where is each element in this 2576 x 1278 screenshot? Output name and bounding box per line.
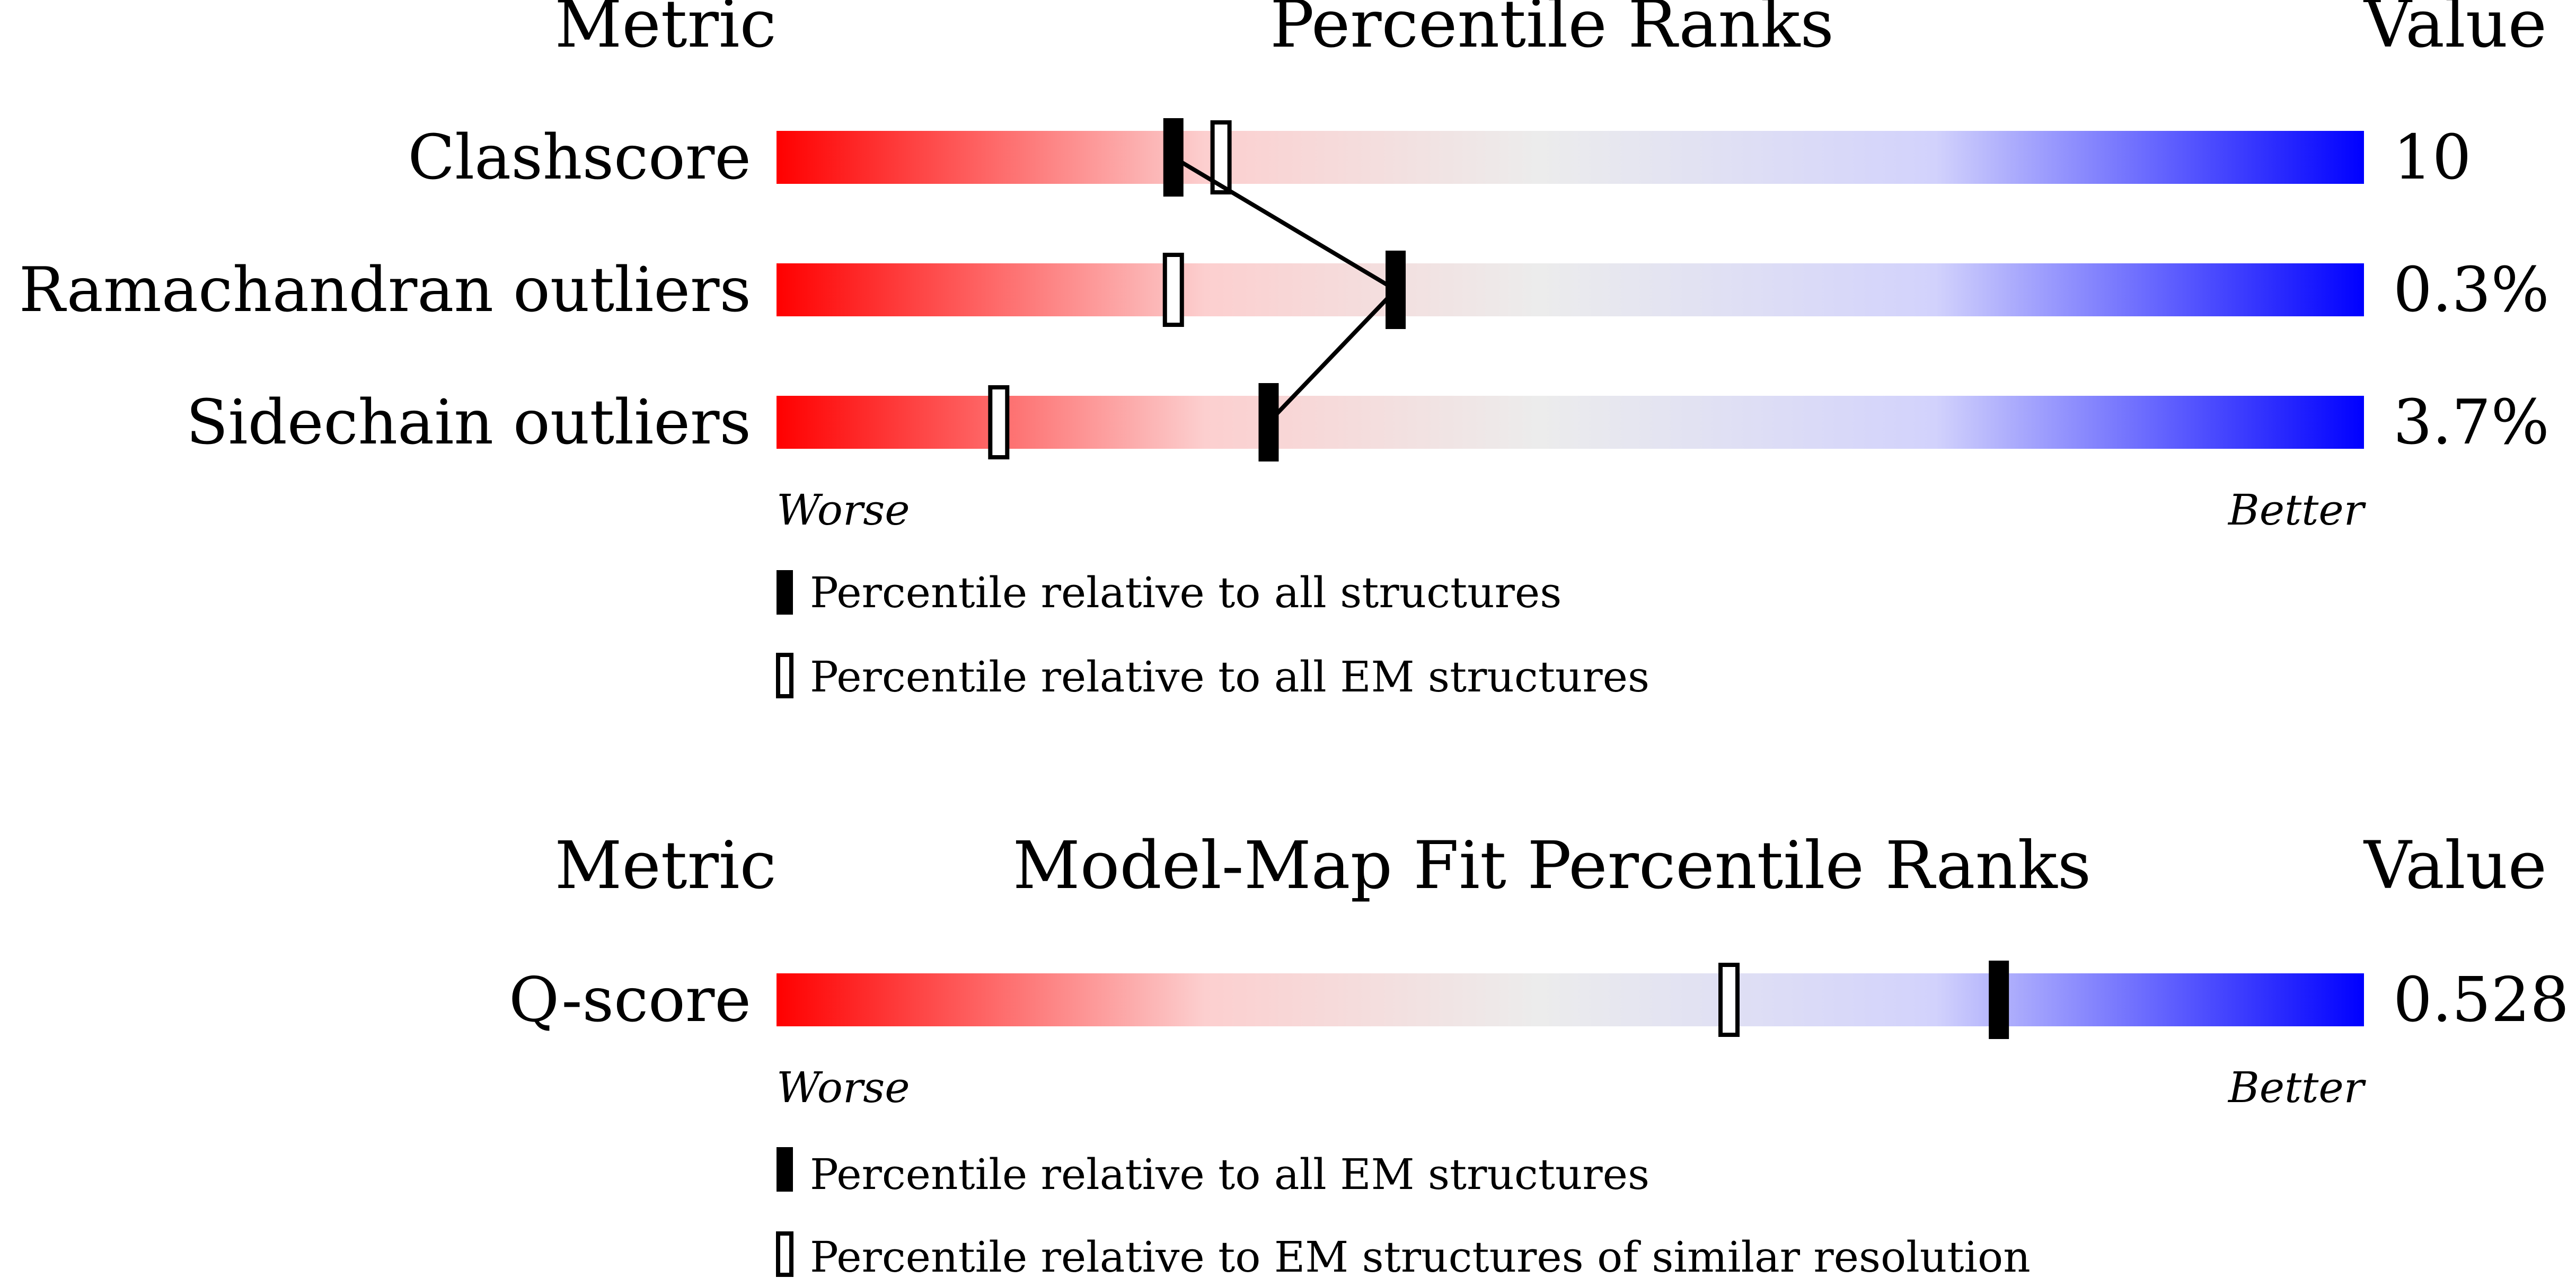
- percentile-bar: [777, 973, 2364, 1026]
- em-percentile-marker: [1162, 253, 1184, 327]
- metric-value: 10: [2393, 122, 2472, 193]
- percentile-connector-line: [1172, 155, 1399, 424]
- metric-value: 0.3%: [2393, 254, 2549, 326]
- legend-item-label: Percentile relative to EM structures of …: [810, 1232, 2031, 1278]
- metric-value: 3.7%: [2393, 387, 2549, 458]
- percentile-bar: [777, 131, 2364, 184]
- percentile-bar: [777, 396, 2364, 449]
- metric-label: Sidechain outliers: [186, 387, 751, 458]
- axis-better-label: Better: [2227, 485, 2367, 535]
- percentile-bar: [777, 263, 2364, 316]
- legend-open-marker: [776, 653, 793, 698]
- legend-filled-marker: [777, 570, 793, 615]
- axis-worse-label: Worse: [777, 1063, 910, 1112]
- legend-item-label: Percentile relative to all EM structures: [810, 1150, 1649, 1199]
- em-percentile-marker: [1718, 963, 1740, 1037]
- legend-filled-marker: [777, 1147, 793, 1192]
- chart-title: Percentile Ranks: [1270, 0, 1834, 63]
- metric-header: Metric: [554, 828, 777, 904]
- em-percentile-marker: [988, 385, 1010, 459]
- axis-better-label: Better: [2227, 1063, 2367, 1112]
- axis-worse-label: Worse: [777, 485, 910, 535]
- legend-item-label: Percentile relative to all EM structures: [810, 652, 1649, 702]
- legend-item-label: Percentile relative to all structures: [810, 568, 1562, 617]
- rows-group: Clashscore 10 Ramachandran outliers 0.3% Sid…: [19, 118, 2549, 462]
- chart-title: Model-Map Fit Percentile Ranks: [1013, 828, 2092, 904]
- metric-label: Clashscore: [408, 122, 751, 193]
- metric-label: Q-score: [509, 964, 751, 1036]
- value-header: Value: [2363, 0, 2547, 63]
- metric-value: 0.528: [2393, 964, 2569, 1036]
- metric-header: Metric: [554, 0, 777, 63]
- legend-open-marker: [776, 1231, 793, 1277]
- metric-label: Ramachandran outliers: [19, 254, 751, 326]
- rows-group: Q-score 0.528: [509, 961, 2569, 1039]
- all-percentile-marker: [1989, 961, 2009, 1039]
- value-header: Value: [2363, 828, 2547, 904]
